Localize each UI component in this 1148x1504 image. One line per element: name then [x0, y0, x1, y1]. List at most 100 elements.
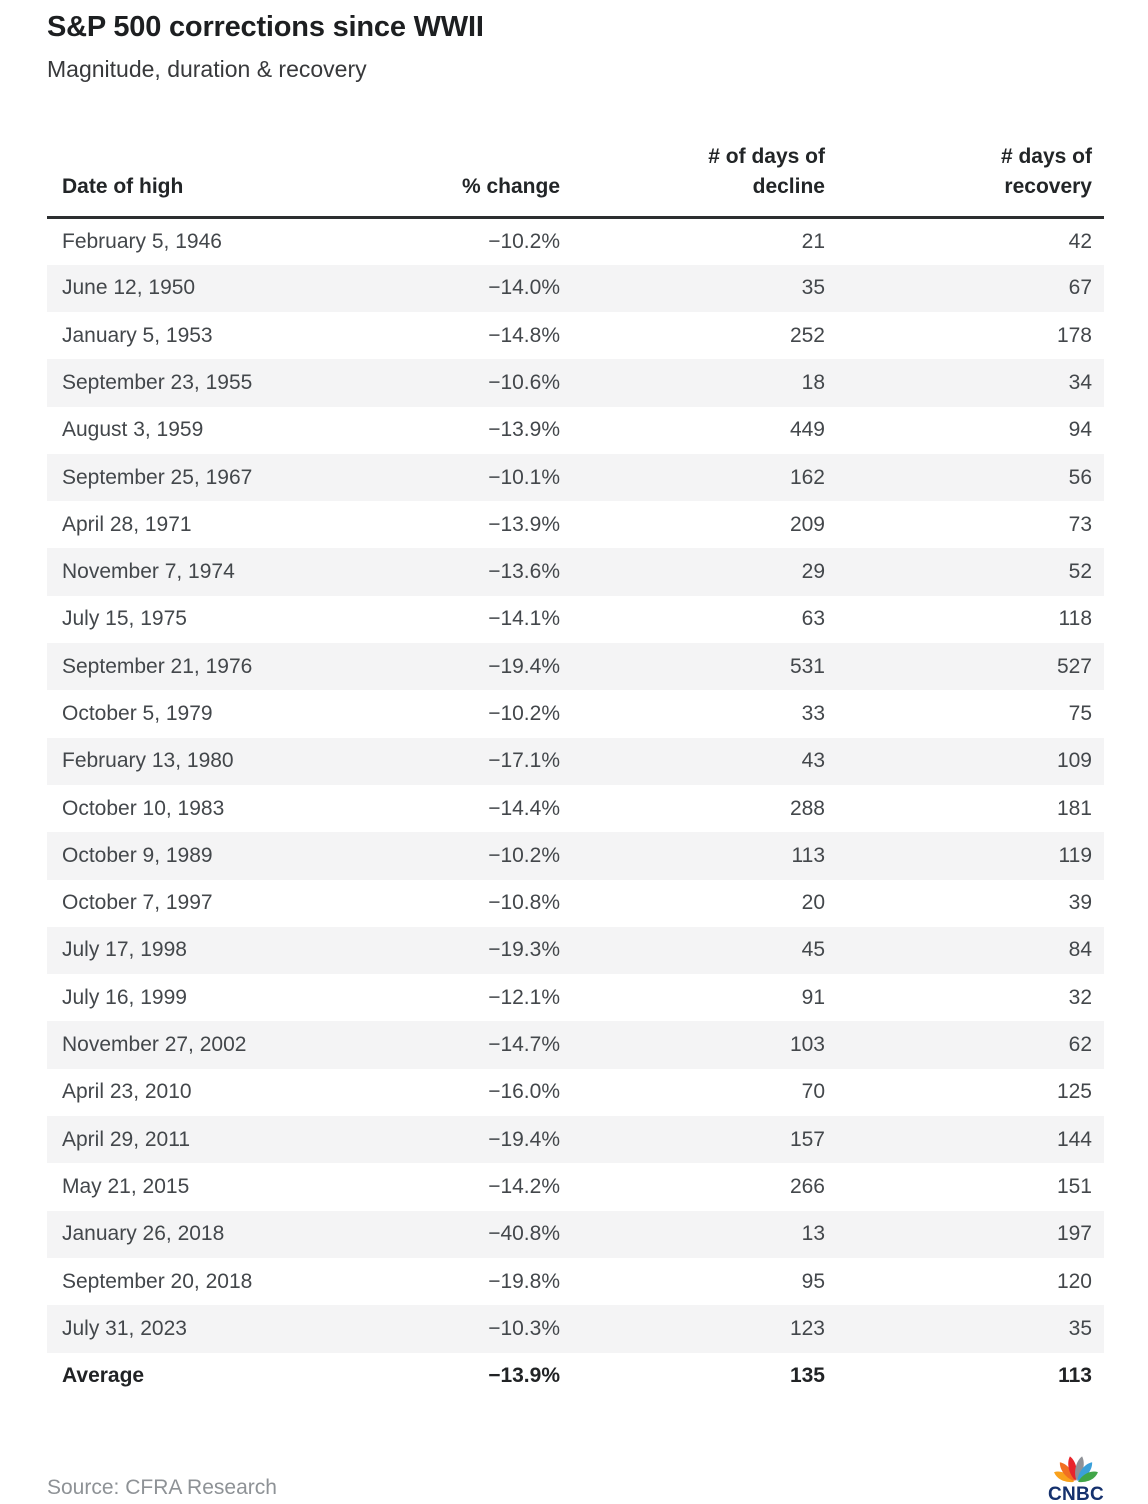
recovery-cell: 109 — [1056, 749, 1092, 773]
decline-cell: 103 — [789, 1033, 825, 1057]
date-cell: October 5, 1979 — [62, 702, 213, 725]
date-cell: September 21, 1976 — [62, 654, 253, 678]
decline-cell: 43 — [801, 749, 825, 773]
change-cell: −14.2% — [488, 1174, 560, 1198]
table-row: May 21, 2015 −14.2% 266 151 — [47, 1163, 1104, 1210]
decline-cell: 209 — [789, 512, 825, 536]
table-row: July 15, 1975 −14.1% 63 118 — [47, 596, 1104, 643]
table-row: February 13, 1980 −17.1% 43 109 — [47, 737, 1104, 785]
recovery-cell: 178 — [1056, 323, 1092, 347]
average-row: Average −13.9% 135 113 — [47, 1353, 1104, 1400]
recovery-cell: 34 — [1068, 370, 1092, 394]
change-cell: −10.2% — [488, 843, 560, 867]
date-cell: October 9, 1989 — [62, 843, 213, 867]
table-row: April 29, 2011 −19.4% 157 144 — [47, 1116, 1104, 1164]
recovery-cell: 39 — [1068, 891, 1092, 915]
decline-cell: 70 — [801, 1080, 825, 1104]
column-header-days-of-decline: # of days of decline — [708, 144, 825, 198]
recovery-cell: 125 — [1056, 1080, 1092, 1104]
recovery-cell: 151 — [1056, 1174, 1092, 1198]
date-cell: July 17, 1998 — [62, 938, 187, 962]
column-header-days-of-recovery: # days of recovery — [1000, 144, 1092, 198]
table-row: June 12, 1950 −14.0% 35 67 — [47, 264, 1104, 312]
recovery-cell: 120 — [1056, 1269, 1092, 1293]
decline-cell: 95 — [801, 1269, 825, 1293]
date-cell: July 31, 2023 — [62, 1316, 187, 1340]
column-header-percent-change: % change — [461, 174, 560, 198]
table-row: April 28, 1971 −13.9% 209 73 — [47, 501, 1104, 548]
table-row: July 16, 1999 −12.1% 91 32 — [47, 974, 1104, 1021]
recovery-cell: 75 — [1068, 702, 1092, 725]
decline-cell: 91 — [801, 985, 825, 1009]
decline-cell: 113 — [791, 843, 825, 867]
recovery-cell: 73 — [1068, 512, 1092, 536]
change-cell: −13.9% — [488, 512, 560, 536]
average-decline-cell: 135 — [789, 1364, 825, 1388]
footer: Source: CFRA Research CNBC — [47, 1444, 1104, 1504]
corrections-table: Date of high % change # of days of decli… — [47, 142, 1104, 1400]
recovery-cell: 181 — [1056, 796, 1092, 820]
decline-cell: 266 — [789, 1174, 825, 1198]
change-cell: −19.4% — [488, 1127, 560, 1151]
decline-cell: 288 — [789, 796, 825, 820]
change-cell: −19.8% — [488, 1269, 560, 1293]
table-row: November 27, 2002 −14.7% 103 62 — [47, 1021, 1104, 1069]
recovery-cell: 67 — [1068, 276, 1092, 300]
date-cell: September 25, 1967 — [62, 465, 253, 489]
change-cell: −16.0% — [488, 1080, 560, 1104]
decline-cell: 18 — [801, 370, 825, 394]
change-cell: −10.3% — [488, 1316, 560, 1340]
table-row: November 7, 1974 −13.6% 29 52 — [47, 548, 1104, 596]
decline-cell: 252 — [789, 323, 825, 347]
decline-cell: 29 — [801, 560, 825, 584]
recovery-cell: 32 — [1068, 985, 1092, 1009]
recovery-cell: 84 — [1068, 938, 1092, 962]
date-cell: November 7, 1974 — [62, 560, 235, 584]
recovery-cell: 52 — [1068, 560, 1092, 584]
change-cell: −14.1% — [488, 607, 560, 631]
average-change-cell: −13.9% — [488, 1364, 560, 1388]
table-row: September 20, 2018 −19.8% 95 120 — [47, 1258, 1104, 1305]
recovery-cell: 35 — [1068, 1316, 1092, 1340]
change-cell: −10.6% — [488, 370, 560, 394]
decline-cell: 33 — [801, 702, 825, 725]
table-row: August 3, 1959 −13.9% 449 94 — [47, 407, 1104, 454]
date-cell: April 29, 2011 — [62, 1127, 191, 1151]
source-credit: Source: CFRA Research — [47, 1475, 277, 1499]
average-label: Average — [62, 1364, 145, 1388]
date-cell: November 27, 2002 — [62, 1033, 247, 1057]
recovery-cell: 144 — [1056, 1127, 1092, 1151]
change-cell: −10.1% — [488, 465, 560, 489]
page-subtitle: Magnitude, duration & recovery — [47, 55, 367, 82]
recovery-cell: 527 — [1056, 654, 1092, 678]
recovery-cell: 197 — [1056, 1222, 1092, 1246]
table-row: October 7, 1997 −10.8% 20 39 — [47, 880, 1104, 927]
decline-cell: 45 — [801, 938, 825, 962]
recovery-cell: 42 — [1068, 229, 1092, 253]
date-cell: June 12, 1950 — [62, 276, 196, 300]
change-cell: −14.7% — [488, 1033, 560, 1057]
recovery-cell: 118 — [1058, 607, 1092, 631]
table-row: July 31, 2023 −10.3% 123 35 — [47, 1305, 1104, 1353]
decline-cell: 20 — [801, 891, 825, 915]
decline-cell: 123 — [789, 1316, 825, 1340]
date-cell: February 13, 1980 — [62, 749, 234, 773]
table-row: July 17, 1998 −19.3% 45 84 — [47, 926, 1104, 975]
decline-cell: 21 — [801, 229, 825, 253]
decline-cell: 13 — [801, 1222, 825, 1246]
cnbc-peacock-icon — [1054, 1456, 1098, 1482]
table-row: January 5, 1953 −14.8% 252 178 — [47, 312, 1104, 359]
table-row: September 23, 1955 −10.6% 18 34 — [47, 359, 1104, 407]
date-cell: April 28, 1971 — [62, 512, 192, 536]
change-cell: −40.8% — [488, 1222, 560, 1246]
column-header-date-of-high: Date of high — [62, 174, 184, 198]
date-cell: September 20, 2018 — [62, 1269, 253, 1293]
date-cell: January 26, 2018 — [62, 1222, 225, 1246]
table-body: February 5, 1946 −10.2% 21 42 June 12, 1… — [47, 217, 1104, 1353]
change-cell: −19.4% — [488, 654, 560, 678]
change-cell: −10.8% — [488, 891, 560, 915]
decline-cell: 63 — [801, 607, 825, 631]
change-cell: −13.6% — [488, 560, 560, 584]
change-cell: −17.1% — [488, 749, 560, 773]
